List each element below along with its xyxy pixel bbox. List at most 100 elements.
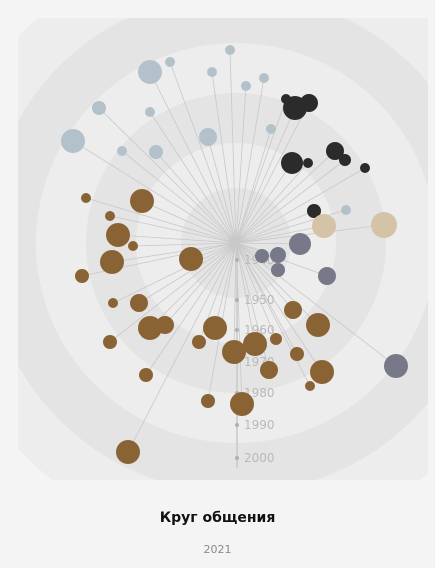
person-node	[222, 340, 246, 364]
person-node	[371, 212, 397, 238]
connection-line	[235, 242, 277, 340]
person-node	[281, 94, 291, 104]
person-node	[100, 250, 124, 274]
person-node	[165, 57, 175, 67]
person-node	[271, 263, 285, 277]
social-circle-diagram: 1940195019601970198019902000	[18, 18, 428, 480]
person-node	[138, 316, 162, 340]
connection-line	[235, 77, 265, 244]
person-node	[156, 316, 174, 334]
person-node	[303, 158, 313, 168]
person-node	[138, 60, 162, 84]
connection-line	[149, 242, 237, 329]
connection-line	[111, 242, 237, 263]
connection-line	[109, 242, 237, 343]
timeline-dot	[235, 298, 239, 302]
connection-line	[149, 111, 237, 244]
connection-line	[149, 71, 237, 244]
connection-line	[235, 128, 272, 244]
person-node	[179, 247, 203, 271]
person-node	[318, 267, 336, 285]
connection-line	[235, 167, 366, 244]
connection-line	[235, 162, 309, 244]
connection-line	[214, 242, 237, 329]
person-node	[145, 107, 155, 117]
person-node	[260, 361, 278, 379]
connection-line	[235, 150, 336, 244]
person-node	[290, 347, 304, 361]
connection-line	[169, 61, 237, 244]
person-node	[230, 392, 254, 416]
connection-line	[235, 224, 385, 244]
person-node	[75, 269, 89, 283]
person-node	[103, 335, 117, 349]
person-node	[207, 67, 217, 77]
person-node	[307, 204, 321, 218]
connection-line	[235, 225, 325, 244]
person-node	[305, 381, 315, 391]
person-node	[203, 316, 227, 340]
connection-line	[112, 242, 237, 304]
person-node	[225, 45, 235, 55]
connection-line	[155, 151, 237, 244]
connection-line	[132, 242, 237, 247]
person-node	[384, 354, 408, 378]
person-node	[281, 152, 303, 174]
person-node	[326, 142, 344, 160]
person-node	[81, 193, 91, 203]
person-node	[310, 360, 334, 384]
connection-line	[235, 85, 247, 244]
connection-line	[229, 49, 237, 244]
connection-line	[235, 159, 346, 244]
diagram-title: Круг общения	[159, 510, 276, 526]
connection-line	[211, 71, 237, 244]
timeline-dot	[235, 456, 239, 460]
connection-line	[164, 242, 237, 326]
connection-lines	[72, 49, 397, 453]
person-node	[255, 249, 269, 263]
person-node	[108, 298, 118, 308]
connection-line	[109, 215, 237, 244]
diagram-year: 2021	[203, 543, 232, 556]
person-node	[341, 205, 351, 215]
person-node	[149, 145, 163, 159]
connection-line	[235, 242, 319, 326]
timeline-label: 1950	[244, 293, 275, 307]
person-node	[360, 163, 370, 173]
connection-line	[145, 242, 237, 376]
connection-line	[235, 98, 287, 244]
person-node	[270, 247, 286, 263]
person-nodes	[61, 45, 408, 464]
person-node	[116, 440, 140, 464]
person-node	[92, 101, 106, 115]
connection-line	[72, 140, 237, 244]
connection-line	[235, 107, 296, 244]
person-node	[117, 146, 127, 156]
timeline-dot	[235, 328, 239, 332]
person-node	[199, 128, 217, 146]
connection-line	[235, 242, 311, 387]
person-node	[259, 73, 269, 83]
connection-line	[141, 200, 237, 244]
timeline-label: 1980	[244, 386, 275, 400]
person-node	[192, 335, 206, 349]
connection-line	[235, 210, 315, 244]
person-node	[339, 154, 351, 166]
person-node	[243, 332, 267, 356]
connection-line	[207, 136, 237, 244]
person-node	[105, 211, 115, 221]
connection-line	[235, 242, 294, 311]
connection-line	[235, 162, 293, 244]
person-node	[312, 214, 336, 238]
person-node	[139, 368, 153, 382]
person-node	[61, 129, 85, 153]
connection-line	[235, 242, 323, 373]
person-node	[201, 394, 215, 408]
person-node	[130, 294, 148, 312]
person-node	[270, 333, 282, 345]
connection-line	[127, 242, 237, 453]
timeline-label: 1990	[244, 418, 275, 432]
connection-line	[121, 150, 237, 244]
timeline-dot	[235, 258, 239, 262]
